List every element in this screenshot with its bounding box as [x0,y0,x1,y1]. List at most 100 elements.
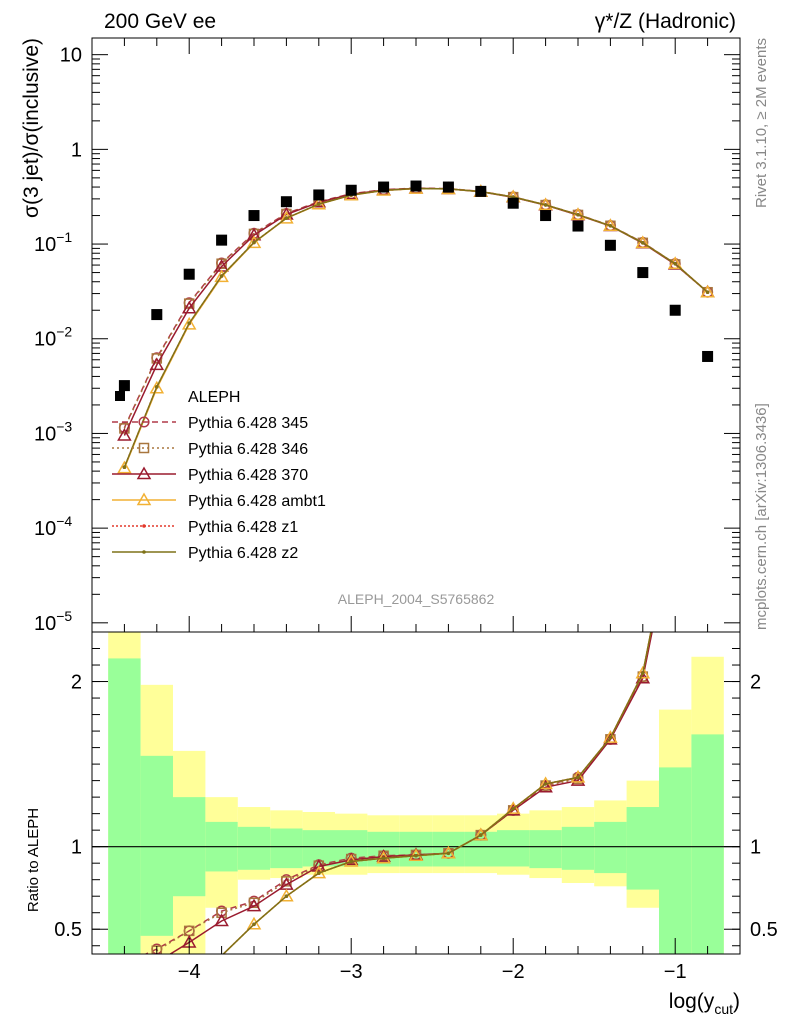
ratio-y-tick-label: 2 [71,672,82,694]
legend-marker-1 [138,442,150,454]
ratio-inner-band [464,831,497,867]
main-ylabel: σ(3 jet)/σ(inclusive) [20,38,43,218]
ratio-series-5-marker [381,856,386,861]
main-series-3-marker [117,460,132,474]
main-series-line-0 [123,187,709,429]
ratio-series-2-marker [343,852,359,866]
ratio-series-2-marker [214,913,229,927]
main-axes: 10 1 10−1 10−2 10−3 10−4 10−5 [34,38,741,635]
ratio-frame [91,631,741,955]
ratio-series-2-marker [570,773,586,786]
main-series-5-marker [284,216,289,220]
ratio-inner-band [108,658,141,954]
header-left: 200 GeV ee [104,10,216,33]
aleph-data-point [604,239,616,251]
ratio-inner-band [497,830,530,867]
ratio-inner-band [140,755,173,936]
aleph-data-point [345,184,357,196]
aleph-data-point [313,189,325,201]
ratio-series-5-marker [317,871,321,875]
ratio-series-5-marker [576,775,580,780]
main-y-tick-label: 10−1 [34,229,72,256]
x-tick-label: −4 [178,961,201,983]
side-label-rivet: Rivet 3.1.10, ≥ 2M events [753,38,770,208]
main-series-5-marker [317,202,321,206]
main-series-3-marker [635,235,651,249]
ratio-series-3-marker [635,665,651,679]
ratio-uncertainty-bands [108,632,724,954]
aleph-data-point [248,210,260,222]
legend: ALEPH Pythia 6.428 345 Pythia 6.428 346 Pyt… [112,389,326,562]
main-series-1-marker [119,423,130,434]
ratio-series-5-marker [608,735,613,740]
main-series-5-marker [122,465,127,470]
main-y-tick-exponent: −3 [56,418,72,434]
main-series-5-marker [187,321,191,325]
legend-marker-3 [136,492,152,506]
legend-label-1: Pythia 6.428 346 [188,441,308,458]
aleph-data-point [378,181,390,193]
ratio-series-1-marker [216,907,227,918]
ratio-inner-band [237,826,271,870]
ratio-curves [144,632,653,954]
ratio-inner-band [659,767,692,954]
ratio-series-3-marker [473,827,489,841]
main-series-3-marker [246,235,262,249]
main-y-tick-label: 10−2 [34,324,72,351]
ratio-series-2-marker [246,898,262,912]
main-plot: σ(3 jet)/σ(inclusive) 10 1 10−1 10−2 10−3 10−… [20,37,741,635]
main-series-2-marker [311,194,327,208]
ratio-series-5-marker [414,853,418,858]
ratio-series-3-marker [603,730,618,743]
ratio-series-5-marker [252,922,256,927]
main-series-2-marker [246,227,262,241]
main-y-tick-label: 10 [60,45,82,67]
aleph-data-point [442,181,454,193]
main-series-3-marker [181,316,197,330]
ratio-inner-band [270,828,303,869]
main-series-5-marker [543,203,548,207]
main-series-5-marker [705,290,710,295]
main-markers [117,180,715,474]
main-y-tick-exponent: −4 [56,513,72,529]
analysis-id: ALEPH_2004_S5765862 [338,591,495,607]
ratio-inner-band [626,807,659,890]
main-frame [91,37,741,633]
x-tick-label: −1 [664,961,687,983]
ratio-series-5-marker [446,851,451,856]
main-series-5-marker [252,240,256,245]
x-axis-label-sub: cut [714,1001,733,1017]
legend-label-5: Pythia 6.428 z2 [188,545,298,562]
ratio-series-line-3 [222,632,652,954]
legend-label-2: Pythia 6.428 370 [188,467,308,484]
legend-label-3: Pythia 6.428 ambt1 [188,493,326,510]
ratio-inner-band [561,826,595,870]
aleph-data-point [216,234,228,246]
ratio-series-3-marker [505,801,521,814]
ratio-series-line-4 [222,632,652,954]
aleph-data-point [475,185,487,197]
aleph-data-point [183,268,195,280]
aleph-data-points [118,180,714,392]
legend-marker-5 [142,550,146,554]
aleph-data-point [540,210,552,222]
ratio-series-2-marker [311,858,327,872]
main-y-tick-exponent: −5 [56,608,72,624]
aleph-data-point [669,304,681,316]
main-series-5-marker [641,241,645,245]
ratio-y-tick-label-right: 0.5 [750,919,778,941]
main-series-5-marker [576,212,580,217]
ratio-series-5-marker [511,806,515,811]
aleph-data-point [507,197,519,209]
ratio-series-3-marker [441,845,456,859]
main-series-3-marker [214,269,229,283]
ratio-y-tick-label-right: 2 [750,672,761,694]
main-y-tick-label: 10−5 [34,608,72,635]
main-y-tick-label: 10−3 [34,418,72,445]
main-y-tick-exponent: −2 [56,324,72,340]
legend-marker-0 [138,416,150,428]
ratio-series-line-5 [222,632,652,954]
ratio-inner-band [529,830,562,869]
legend-label-0: Pythia 6.428 345 [188,415,308,432]
